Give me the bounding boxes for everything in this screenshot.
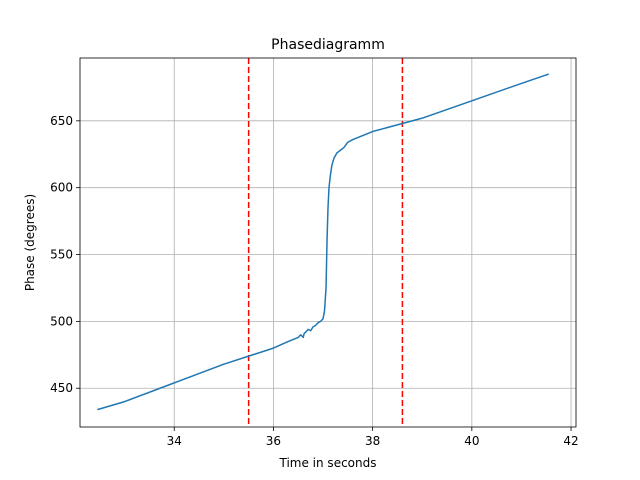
vline-layer [247, 58, 404, 427]
x-tick-label: 34 [167, 434, 182, 448]
y-axis-label: Phase (degrees) [23, 194, 37, 291]
tick-layer: 34 36 38 40 42 450 500 550 600 650 [50, 114, 579, 448]
x-tick-label: 38 [365, 434, 380, 448]
y-tick-label: 500 [50, 314, 73, 328]
plot-frame [79, 57, 577, 428]
y-tick-label: 600 [50, 181, 73, 195]
y-tick-label: 650 [50, 114, 73, 128]
y-tick-label: 550 [50, 248, 73, 262]
x-tick-label: 42 [563, 434, 578, 448]
x-tick-label: 40 [464, 434, 479, 448]
chart-title: Phasediagramm [271, 37, 385, 53]
line-layer [97, 73, 549, 411]
y-tick-label: 450 [50, 381, 73, 395]
x-axis-label: Time in seconds [279, 456, 377, 470]
x-tick-label: 36 [266, 434, 281, 448]
grid-layer [80, 58, 576, 427]
phase-series-line [97, 73, 549, 411]
